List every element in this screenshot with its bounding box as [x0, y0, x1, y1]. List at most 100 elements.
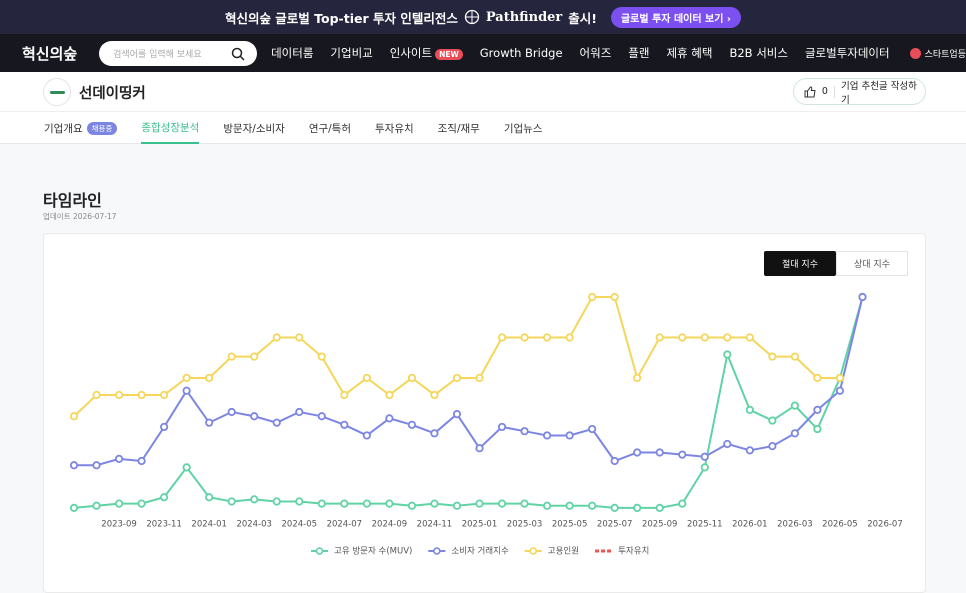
series-line [73, 296, 864, 509]
nav-item[interactable]: B2B 서비스 [729, 45, 788, 61]
section-title: 타임라인 [43, 191, 102, 210]
like-icon [804, 85, 816, 97]
data-point [723, 350, 732, 359]
data-point [137, 456, 146, 466]
data-point [700, 452, 709, 461]
x-tick-label: 2024-07 [327, 520, 363, 530]
data-point [723, 333, 732, 342]
x-tick-label: 2026-07 [867, 520, 903, 530]
tab[interactable]: 방문자/소비자 [223, 112, 285, 144]
data-point [745, 446, 754, 455]
data-point [69, 412, 79, 421]
company-name: 선데이띵커 [79, 86, 146, 102]
data-point [700, 463, 709, 472]
legend-icon-dot [529, 547, 538, 555]
nav-item[interactable]: Growth Bridge [480, 46, 563, 60]
x-tick-label: 2024-03 [236, 520, 272, 530]
x-tick-label: 2024-01 [191, 520, 227, 530]
data-point [813, 424, 822, 434]
x-tick-label: 2026-03 [777, 520, 813, 530]
data-point [69, 461, 79, 470]
data-point [565, 333, 574, 342]
data-point [452, 410, 462, 419]
tab-text: 연구/특허 [308, 122, 351, 135]
data-point [610, 456, 619, 466]
tab-text: 조직/재무 [437, 122, 480, 135]
nav-item[interactable]: 인사이트 NEW [390, 45, 463, 61]
data-point [160, 390, 169, 400]
tab[interactable]: 조직/재무 [438, 112, 480, 144]
data-point [542, 333, 552, 342]
data-point [768, 416, 777, 425]
data-point [205, 373, 214, 383]
nav-item[interactable]: 어워즈 [580, 45, 612, 61]
data-point [430, 499, 439, 508]
data-point [655, 333, 664, 342]
site-logo[interactable]: 혁신의숲 [22, 44, 78, 63]
promo-banner[interactable]: 혁신의숲 글로벌 Top-tier 투자 인텔리전스 Pathfinder 출시… [0, 0, 966, 34]
toggle-button[interactable]: 절대 지수 [764, 251, 836, 276]
data-point [633, 503, 642, 512]
banner-button[interactable]: 글로벌 투자 데이터 보기 › [610, 6, 742, 28]
nav-item[interactable]: 글로벌투자데이터 [805, 45, 890, 61]
recommend-button[interactable]: 0 기업 추천글 작성하기 [793, 78, 926, 106]
nav-bar: 혁신의숲 검색어를 입력해 보세요 데이터룸 기업비교 인사이트 NEW Growth … [0, 34, 966, 72]
data-point [497, 333, 507, 342]
legend-label: 소비자 거래지수 [451, 547, 509, 557]
data-point [835, 386, 845, 395]
data-point [452, 373, 462, 383]
data-point [362, 431, 371, 440]
tab[interactable]: 연구/특허 [309, 112, 351, 144]
data-point [295, 497, 304, 506]
tab[interactable]: 종합성장분석 [141, 112, 200, 144]
data-point [317, 352, 326, 361]
tab[interactable]: 기업뉴스 [504, 112, 543, 144]
data-point [655, 503, 664, 512]
x-tick-label: 2024-11 [417, 520, 453, 530]
data-point [160, 493, 169, 502]
data-point [272, 418, 281, 427]
data-point [790, 429, 799, 438]
data-point [813, 405, 822, 414]
brand-icon [464, 9, 480, 25]
data-point [92, 461, 101, 470]
tab[interactable]: 투자유치 [375, 112, 414, 144]
data-point [430, 390, 439, 400]
nav-item[interactable]: 기업비교 [330, 45, 372, 61]
data-point [69, 503, 79, 512]
new-badge: NEW [435, 49, 463, 60]
x-tick-label: 2026-05 [822, 520, 858, 530]
data-point [205, 418, 214, 427]
x-tick-label: 2024-09 [372, 520, 408, 530]
plus-icon [909, 47, 921, 59]
data-point [858, 292, 867, 302]
toggle-button[interactable]: 상대 지수 [836, 251, 908, 276]
search-box[interactable]: 검색어를 입력해 보세요 [99, 40, 258, 66]
banner-brand: Pathfinder [485, 9, 563, 25]
nav-item[interactable]: 플랜 [628, 45, 649, 61]
data-point [137, 499, 146, 508]
data-point [813, 373, 822, 383]
startup-register[interactable]: 스타트업등 [909, 47, 966, 60]
data-point [768, 441, 777, 451]
data-point [385, 390, 394, 400]
x-tick-label: 2025-05 [552, 520, 588, 530]
data-point [588, 292, 597, 302]
nav-item[interactable]: 데이터룸 [271, 45, 313, 61]
tab-text: 투자유치 [375, 122, 414, 135]
data-point [385, 414, 394, 423]
banner-suffix: 출시! [568, 10, 597, 26]
data-point [520, 427, 529, 436]
data-point [92, 501, 101, 510]
nav-item-text: 인사이트 [389, 46, 433, 60]
banner-text: 혁신의숲 글로벌 Top-tier 투자 인텔리전스 [224, 10, 458, 26]
data-point [114, 454, 124, 463]
tab[interactable]: 기업개요 채용중 [44, 112, 118, 144]
x-tick-label: 2025-09 [642, 520, 678, 530]
data-point [520, 499, 529, 508]
data-point [317, 499, 326, 508]
data-point [790, 401, 799, 410]
nav-item[interactable]: 제휴 혜택 [666, 45, 712, 61]
data-point [250, 412, 259, 421]
nav-item-text: 플랜 [628, 46, 650, 60]
